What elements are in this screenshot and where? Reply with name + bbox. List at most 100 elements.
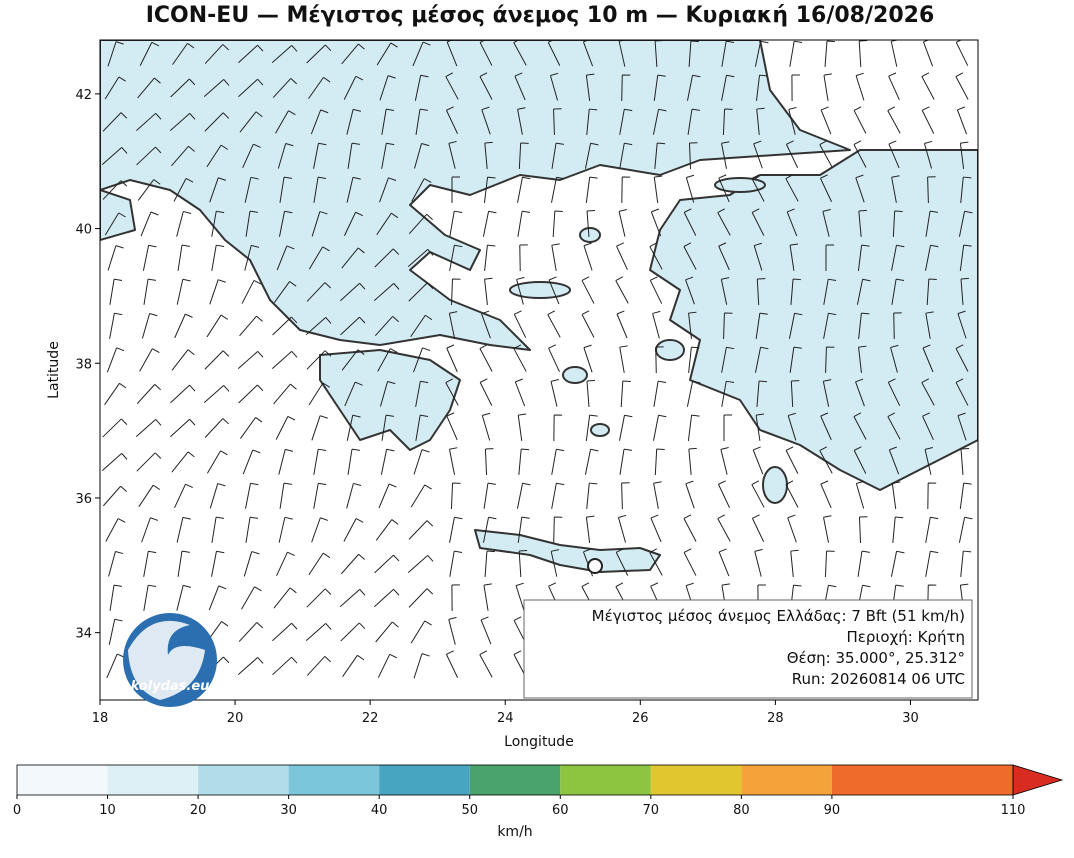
wind-barb (853, 140, 867, 168)
wind-barb (276, 245, 295, 271)
x-tick-label: 26 (632, 711, 649, 726)
wind-barb (685, 276, 695, 305)
wind-barb (135, 419, 162, 437)
wind-barb (211, 210, 225, 237)
wind-barb (892, 210, 903, 238)
info-line: Περιοχή: Κρήτη (846, 628, 965, 646)
wind-barb (275, 110, 296, 134)
wind-barb (344, 211, 363, 236)
wind-barb (306, 656, 332, 676)
wind-barb (717, 208, 731, 236)
wind-barb (755, 74, 768, 101)
wind-barb (483, 176, 496, 203)
wind-barb (960, 176, 972, 203)
colorbar-bin (288, 765, 380, 795)
x-tick-label: 22 (362, 711, 379, 726)
colorbar-tick-label: 80 (733, 803, 750, 818)
colorbar-bin (650, 765, 742, 795)
wind-barb (927, 482, 937, 510)
wind-barb (650, 208, 662, 237)
wind-barb (517, 176, 531, 203)
wind-barb (408, 282, 434, 302)
wind-barb (415, 108, 428, 135)
wind-barb (786, 208, 798, 237)
wind-barb (653, 175, 663, 203)
wind-barb (209, 483, 226, 509)
wind-barb (381, 414, 394, 441)
wind-barb (723, 312, 733, 340)
wind-barb (790, 549, 799, 577)
wind-barb (176, 584, 192, 611)
wind-barb (581, 276, 595, 304)
wind-barb (721, 141, 730, 169)
wind-barb (785, 480, 799, 508)
wind-barb (616, 242, 628, 271)
wind-barb (890, 550, 905, 577)
wind-barb (921, 378, 935, 406)
wind-barb (311, 517, 329, 543)
wind-barb (517, 107, 526, 135)
wind-barb (723, 414, 733, 442)
info-box (523, 599, 973, 699)
wind-barb (959, 482, 972, 509)
colorbar-tick-label: 40 (371, 803, 388, 818)
wind-barb (960, 447, 970, 476)
wind-barb (449, 516, 463, 543)
wind-barb (717, 514, 731, 542)
wind-barb (551, 243, 560, 271)
wind-barb (108, 550, 124, 577)
wind-barb (547, 310, 561, 338)
y-tick-label: 38 (75, 357, 92, 372)
wind-barb (206, 314, 229, 338)
wind-barb (206, 144, 229, 168)
wind-barb (956, 106, 968, 135)
wind-barb (346, 108, 362, 135)
wind-barb (584, 142, 599, 169)
wind-barb (753, 242, 763, 271)
wind-barb (346, 482, 362, 509)
wind-barb (106, 347, 125, 373)
colorbar-tick-label: 90 (824, 803, 841, 818)
wind-barb (346, 414, 361, 441)
wind-barb (479, 344, 493, 372)
wind-barb (649, 242, 663, 270)
land (100, 40, 978, 573)
wind-barb (273, 587, 297, 609)
wind-barb (139, 348, 160, 372)
wind-barb (238, 44, 264, 64)
wind-barb (243, 551, 260, 577)
wind-barb (445, 106, 459, 134)
wind-barb (108, 618, 123, 645)
wind-barb (683, 208, 697, 236)
wind-barb (619, 414, 633, 441)
wind-barb (244, 176, 259, 203)
wind-barb (238, 78, 264, 98)
wind-barb (340, 316, 366, 336)
wind-barb (926, 278, 937, 306)
wind-barb (584, 448, 599, 475)
wind-barb (516, 482, 531, 509)
wind-barb (379, 75, 396, 101)
wind-barb (653, 74, 666, 101)
wind-barb (308, 76, 331, 99)
wind-barb (237, 657, 264, 675)
wind-barb (204, 350, 230, 370)
wind-barb (822, 379, 832, 407)
wind-barb (887, 412, 901, 440)
wind-barb (176, 516, 191, 543)
wind-barb (820, 480, 832, 509)
wind-barb (652, 310, 661, 339)
wind-barb (615, 548, 629, 576)
wind-barb (238, 622, 264, 642)
wind-barb (586, 209, 596, 238)
wind-barb (585, 515, 595, 543)
wind-barb (785, 174, 799, 202)
wind-barb (483, 583, 492, 611)
wind-barb (446, 412, 458, 441)
colorbar-bin (17, 765, 108, 795)
wind-barb (927, 176, 936, 204)
y-tick-label: 36 (75, 492, 92, 507)
wind-barb (305, 623, 332, 641)
wind-barb (245, 210, 258, 237)
wind-barb (135, 112, 162, 132)
